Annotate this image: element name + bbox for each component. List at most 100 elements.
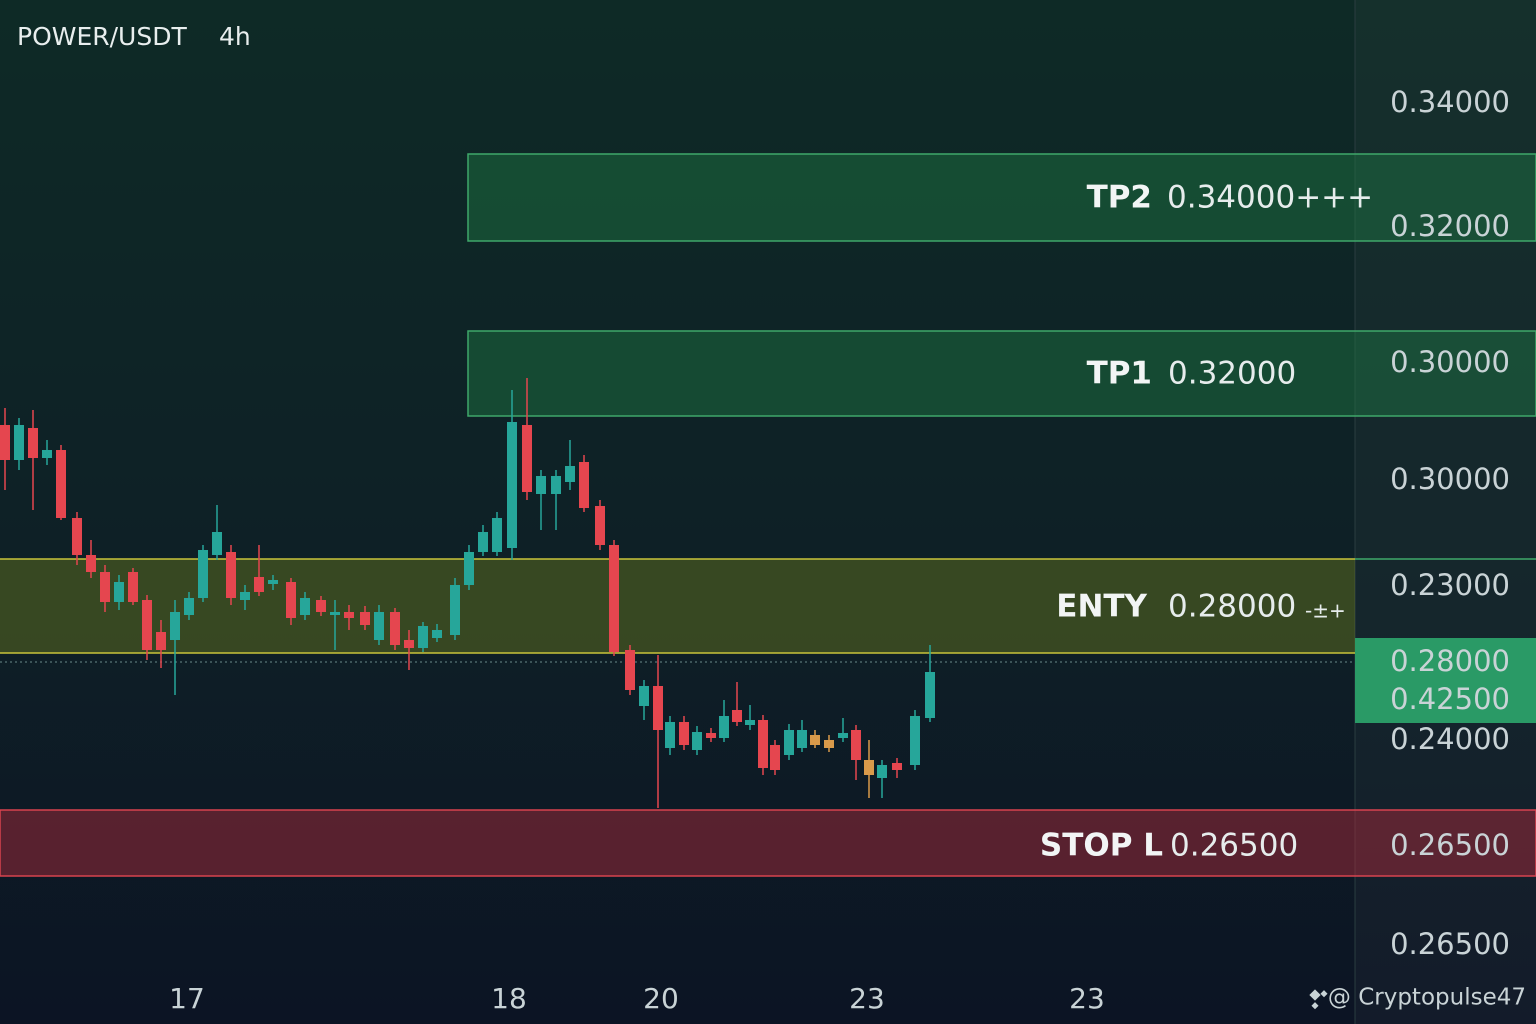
candle-body [579, 462, 589, 508]
candle-body [732, 710, 742, 722]
entry-zone [0, 559, 1355, 653]
time-label: 18 [491, 982, 527, 1015]
price-label: 0.26500 [1390, 927, 1510, 961]
candle-body [824, 740, 834, 748]
zone-name: TP1 [1087, 356, 1152, 392]
candle-body [770, 745, 780, 770]
candle-body [42, 450, 52, 458]
candle-body [14, 425, 24, 460]
candle-body [706, 733, 716, 738]
stop-zone [0, 809, 1536, 877]
candle-body [100, 572, 110, 602]
price-label: 0.28000 [1390, 644, 1510, 678]
candle-body [536, 476, 546, 494]
candle-body [797, 730, 807, 748]
candle-body [910, 716, 920, 765]
candle-body [212, 532, 222, 555]
candle-body [758, 720, 768, 768]
zone-name: STOP L [1040, 828, 1163, 864]
price-label: 0.30000 [1390, 462, 1510, 496]
price-label: 0.42500 [1390, 682, 1510, 716]
zone-price: 0.32000 [1168, 356, 1296, 392]
zone-price: 0.28000 [1168, 589, 1296, 625]
price-label: 0.32000 [1390, 209, 1510, 243]
candle-body [877, 765, 887, 778]
candle-body [864, 760, 874, 775]
candle-body [838, 733, 848, 738]
symbol: POWER/USDT [17, 22, 187, 51]
candle-body [184, 598, 194, 615]
candle-body [330, 612, 340, 615]
candle-body [156, 632, 166, 650]
time-label: 23 [849, 982, 885, 1015]
candle-body [464, 552, 474, 585]
zone-price: 0.26500 [1170, 828, 1298, 864]
candle-body [142, 600, 152, 650]
candle-body [784, 730, 794, 755]
candle-body [892, 763, 902, 770]
candle-body [86, 555, 96, 572]
candle-body [478, 532, 488, 552]
candle-body [72, 518, 82, 555]
time-label: 23 [1069, 982, 1105, 1015]
candle-body [639, 686, 649, 706]
candle-body [128, 572, 138, 602]
candle-body [360, 612, 370, 625]
zone-suffix: -±+ [1305, 599, 1346, 623]
candle-body [719, 716, 729, 738]
watermark: @ Cryptopulse47 [1328, 985, 1526, 1011]
zone-name: TP2 [1087, 180, 1152, 216]
price-label: 0.34000 [1390, 85, 1510, 119]
price-label: 0.23000 [1390, 568, 1510, 602]
candle-body [0, 425, 10, 460]
tp1-zone [467, 330, 1536, 417]
candle-body [198, 550, 208, 598]
candle-body [374, 612, 384, 640]
candle-body [316, 600, 326, 612]
candles [0, 378, 935, 808]
watermark-logo [1309, 989, 1328, 1010]
candle-body [254, 577, 264, 592]
candle-body [492, 518, 502, 552]
candle-body [851, 730, 861, 760]
candle-body [565, 466, 575, 482]
candle-body [28, 428, 38, 458]
price-highlight [1355, 638, 1536, 723]
candle-body [522, 425, 532, 492]
candle-body [551, 476, 561, 494]
tp2-zone [467, 153, 1536, 242]
zone-price: 0.34000+++ [1167, 180, 1373, 216]
candle-body [418, 626, 428, 648]
candle-body [507, 422, 517, 548]
price-label: 0.26500 [1390, 828, 1510, 862]
candle-body [286, 582, 296, 618]
time-label: 17 [169, 982, 205, 1015]
candle-body [925, 672, 935, 718]
candle-body [810, 735, 820, 745]
candle-body [745, 720, 755, 725]
price-label: 0.24000 [1390, 722, 1510, 756]
time-label: 20 [643, 982, 679, 1015]
candle-body [665, 722, 675, 748]
candle-body [170, 612, 180, 640]
candle-body [679, 722, 689, 745]
candle-body [114, 582, 124, 602]
zone-name: ENTY [1056, 589, 1147, 625]
candle-body [625, 650, 635, 690]
candle-body [240, 592, 250, 600]
candle-body [653, 686, 663, 730]
candle-body [450, 585, 460, 635]
price-label: 0.30000 [1390, 345, 1510, 379]
candle-body [432, 630, 442, 638]
candle-body [692, 732, 702, 750]
candle-body [344, 612, 354, 618]
candle-body [595, 506, 605, 545]
candle-body [390, 612, 400, 645]
timeframe: 4h [219, 22, 251, 51]
candle-body [226, 552, 236, 598]
candle-body [300, 598, 310, 615]
candle-body [56, 450, 66, 518]
candle-body [268, 580, 278, 584]
candle-body [404, 640, 414, 648]
